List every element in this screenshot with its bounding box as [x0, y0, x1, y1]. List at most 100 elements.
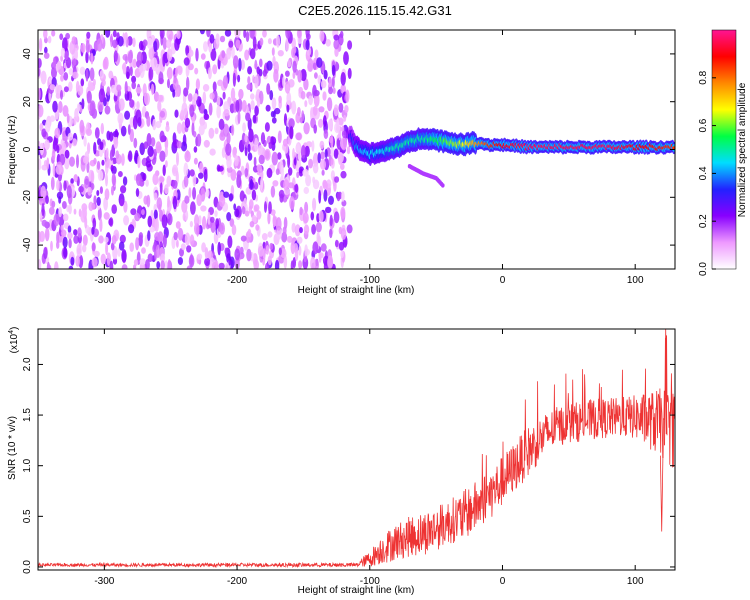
noise-cell	[245, 112, 251, 122]
noise-cell	[296, 171, 300, 178]
noise-cell	[113, 50, 118, 62]
noise-cell	[223, 191, 230, 198]
noise-cell	[203, 139, 210, 148]
noise-cell	[264, 148, 271, 161]
noise-cell	[333, 34, 340, 41]
noise-cell	[286, 235, 293, 243]
noise-cell	[146, 133, 152, 147]
noise-cell	[249, 30, 255, 39]
noise-cell	[224, 247, 228, 255]
noise-cell	[193, 131, 197, 138]
noise-cell	[208, 102, 213, 116]
noise-cell	[209, 148, 216, 156]
noise-cell	[246, 248, 252, 262]
noise-cell	[241, 205, 246, 215]
noise-cell	[289, 196, 295, 210]
noise-cell	[183, 57, 190, 66]
noise-cell	[281, 231, 288, 243]
noise-cell	[146, 37, 153, 50]
noise-cell	[208, 43, 213, 53]
noise-cell	[267, 255, 272, 266]
noise-cell	[194, 93, 198, 101]
noise-cell	[216, 95, 221, 107]
noise-cell	[184, 195, 190, 204]
noise-cell	[109, 149, 113, 161]
noise-cell	[320, 151, 325, 160]
noise-cell	[253, 156, 257, 167]
noise-cell	[156, 261, 161, 269]
noise-cell	[258, 154, 265, 165]
noise-cell	[127, 124, 131, 135]
noise-cell	[282, 138, 288, 147]
noise-cell	[261, 233, 268, 241]
noise-cell	[243, 30, 247, 38]
noise-cell	[146, 194, 151, 208]
noise-cell	[85, 69, 89, 82]
noise-cell	[333, 39, 340, 50]
noise-cell	[252, 36, 257, 50]
noise-cell	[205, 188, 210, 198]
noise-cell	[254, 137, 259, 152]
noise-cell	[228, 256, 232, 266]
noise-cell	[99, 141, 104, 151]
noise-cell	[321, 169, 325, 176]
noise-cell	[221, 50, 226, 59]
spec-xtick-label: -300	[94, 275, 114, 286]
noise-cell	[316, 57, 323, 68]
noise-cell	[219, 222, 225, 235]
noise-cell	[328, 86, 334, 95]
noise-cell	[79, 119, 85, 133]
noise-cell	[68, 81, 73, 92]
noise-cell	[328, 77, 332, 88]
noise-cell	[100, 122, 105, 135]
noise-cell	[259, 58, 263, 68]
noise-cell	[226, 155, 232, 169]
noise-cell	[155, 244, 160, 259]
noise-cell	[260, 132, 266, 145]
noise-cell	[199, 162, 204, 174]
noise-cell	[62, 236, 68, 249]
noise-cell	[60, 74, 64, 82]
noise-cell	[51, 30, 56, 37]
noise-cell	[62, 37, 68, 52]
noise-cell	[338, 241, 345, 251]
noise-cell	[285, 70, 290, 77]
trace-core-cell	[672, 146, 675, 150]
noise-cell	[218, 194, 226, 207]
snr-ytick-label: 2.0	[22, 357, 33, 371]
noise-cell	[66, 113, 70, 124]
noise-cell	[40, 185, 47, 199]
noise-cell	[202, 91, 207, 105]
noise-cell	[305, 30, 310, 38]
noise-cell	[157, 94, 164, 102]
noise-cell	[106, 252, 112, 266]
noise-cell	[135, 109, 142, 124]
noise-cell	[195, 47, 199, 62]
noise-cell	[347, 67, 352, 80]
noise-cell	[153, 148, 158, 158]
noise-cell	[203, 113, 210, 121]
noise-cell	[317, 76, 321, 85]
noise-cell	[180, 243, 186, 251]
noise-cell	[188, 49, 194, 57]
noise-cell	[164, 146, 168, 158]
noise-cell	[330, 146, 334, 158]
noise-cell	[234, 248, 240, 261]
noise-cell	[99, 70, 104, 79]
noise-cell	[151, 83, 155, 96]
noise-cell	[118, 241, 125, 251]
noise-cell	[82, 244, 87, 253]
noise-cell	[315, 222, 322, 233]
noise-cell	[159, 182, 163, 195]
noise-cell	[126, 71, 130, 79]
noise-cell	[222, 75, 229, 89]
noise-cell	[303, 122, 310, 135]
noise-cell	[303, 224, 310, 235]
noise-cell	[296, 30, 302, 39]
noise-cell	[46, 157, 50, 170]
noise-cell	[222, 91, 226, 100]
noise-cell	[268, 201, 272, 215]
noise-cell	[265, 245, 270, 255]
noise-cell	[320, 243, 327, 252]
noise-cell	[252, 75, 255, 84]
